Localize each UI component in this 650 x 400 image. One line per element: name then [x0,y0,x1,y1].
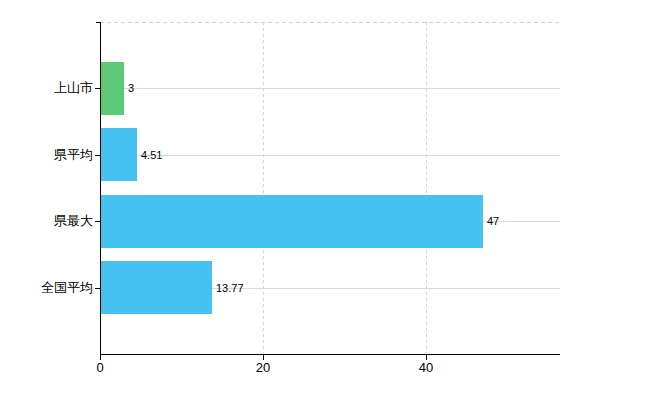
bar-上山市[interactable] [100,62,124,115]
y-axis-tick [95,88,100,89]
bar-県最大[interactable] [100,195,483,248]
x-tick-label-0: 0 [96,360,103,375]
value-label: 3 [128,82,134,94]
y-axis-line [100,22,101,360]
vertical-gridline-20 [263,22,264,354]
horizontal-gridline [100,88,560,89]
x-axis-tick-40 [426,355,427,360]
bar-全国平均[interactable] [100,261,212,314]
category-label-全国平均: 全国平均 [41,279,93,297]
y-axis-tick [95,288,100,289]
value-label: 13.77 [216,282,244,294]
y-axis-tick [95,155,100,156]
category-label-県最大: 県最大 [54,212,93,230]
value-label: 47 [487,215,499,227]
y-axis-tick [95,221,100,222]
value-label: 4.51 [141,149,162,161]
plot-area: 3 4.51 47 13.77 [100,22,560,354]
vertical-gridline-40 [426,22,427,354]
x-axis-tick-20 [263,355,264,360]
category-label-上山市: 上山市 [54,79,93,97]
x-axis-tick-0 [100,355,101,360]
plot-top-border [100,22,560,23]
x-tick-label-20: 20 [256,360,270,375]
x-axis-line [100,354,560,355]
category-label-県平均: 県平均 [54,146,93,164]
horizontal-gridline [100,155,560,156]
bar-chart: 3 4.51 47 13.77 上山市県平均県最大全国平均 0 20 40 [0,0,650,400]
y-axis-tick-top [96,22,101,23]
x-tick-label-40: 40 [419,360,433,375]
bar-県平均[interactable] [100,128,137,181]
